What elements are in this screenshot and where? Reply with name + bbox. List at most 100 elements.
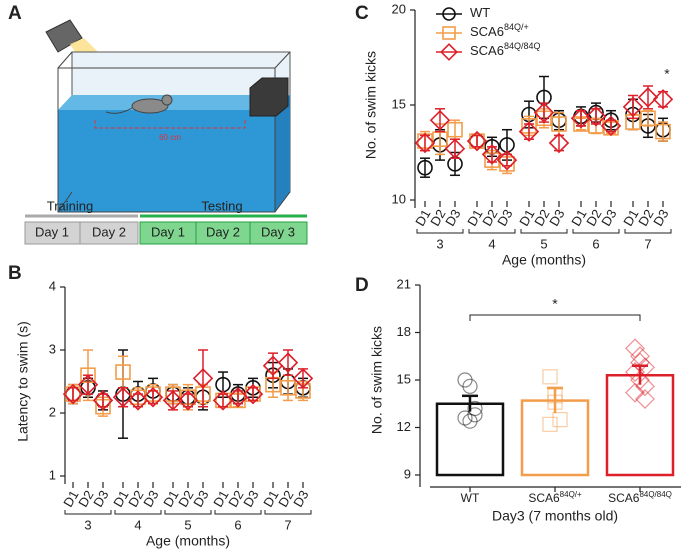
mouse-head (161, 94, 173, 106)
marker (652, 89, 674, 110)
y-axis-label: No. of swim kicks (369, 326, 385, 434)
x-tick-label: D1 (160, 488, 181, 510)
marker (585, 106, 607, 127)
x-tick-label: D2 (125, 488, 146, 510)
x-tick-label: D1 (60, 488, 81, 510)
marker (277, 352, 299, 373)
group-label: 4 (488, 236, 495, 251)
legend-superscript: 84Q/84Q (504, 41, 541, 51)
marker (444, 138, 466, 159)
marker (414, 132, 436, 154)
x-axis-label: Age (months) (502, 252, 586, 268)
marker (640, 110, 656, 127)
x-tick-label: D3 (290, 488, 311, 510)
x-tick-label: WT (461, 491, 480, 505)
x-tick-label: D2 (583, 207, 604, 229)
x-axis-label: Age (months) (146, 533, 230, 549)
category-superscript: 84Q/+ (560, 490, 582, 499)
marker (622, 96, 644, 118)
mouse-tail (105, 107, 133, 114)
marker (242, 383, 264, 405)
group-bracket (214, 510, 262, 515)
category-name: WT (461, 491, 480, 505)
legend-label: WT (470, 5, 490, 20)
marker (625, 338, 645, 359)
marker (533, 102, 555, 123)
water (58, 110, 275, 212)
y-tick-label: 10 (392, 191, 406, 206)
marker (62, 383, 84, 405)
y-tick-label: 3 (49, 341, 56, 356)
group-bracket (114, 510, 162, 515)
y-tick-label: 4 (49, 278, 56, 293)
marker (142, 387, 164, 408)
panel-a: A 60 cm Training Day 1 Day 2 Testing Day… (8, 3, 308, 245)
mouse (131, 98, 169, 114)
group-label: 6 (592, 236, 599, 251)
marker (292, 368, 314, 389)
marker (552, 411, 568, 428)
x-tick-label: D3 (442, 207, 463, 229)
marker (548, 132, 570, 154)
marker (417, 159, 433, 176)
y-tick-label: 1 (49, 467, 56, 482)
group-bracket (520, 229, 568, 234)
x-tick-label: D2 (427, 207, 448, 229)
marker (542, 416, 558, 432)
group-bracket (164, 510, 212, 515)
group-bracket (624, 229, 672, 234)
day-label: Day 1 (151, 224, 185, 239)
marker (600, 115, 622, 137)
legend-name: SCA6 (470, 24, 504, 39)
group-label: 7 (284, 517, 291, 532)
category-name: SCA6 (608, 491, 640, 505)
day-box (249, 221, 308, 245)
marker (462, 413, 478, 429)
group-label: 4 (134, 517, 141, 532)
marker (115, 364, 131, 380)
marker (447, 121, 463, 138)
panel-label: D (355, 275, 369, 296)
x-tick-label: D1 (568, 207, 589, 229)
escape-box (249, 77, 289, 117)
y-axis-label: No. of swim kicks (363, 51, 379, 159)
x-tick-label: D2 (275, 488, 296, 510)
marker (462, 378, 478, 394)
annotation: * (664, 65, 670, 81)
panel-label: C (355, 3, 369, 24)
x-tick-label: SCA684Q/+ (528, 490, 582, 506)
category-name: SCA6 (528, 491, 560, 505)
x-tick-label: D3 (190, 488, 211, 510)
panel-label: A (8, 3, 22, 24)
marker (469, 133, 485, 149)
legend-superscript: 84Q/+ (504, 22, 529, 32)
marker (518, 121, 540, 142)
legend-label: SCA684Q/84Q (470, 41, 541, 58)
x-tick-label: D2 (479, 207, 500, 229)
marker (440, 43, 458, 61)
significance-bracket (469, 314, 641, 321)
day-label: Day 2 (92, 224, 126, 239)
group-label: 3 (84, 517, 91, 532)
x-axis-label: Day3 (7 months old) (492, 508, 618, 524)
x-tick-label: D3 (598, 207, 619, 229)
legend-name: SCA6 (470, 43, 504, 58)
y-tick-label: 15 (397, 371, 411, 386)
x-tick-label: D3 (494, 207, 515, 229)
group-label: 5 (184, 517, 191, 532)
y-tick-label: 2 (49, 404, 56, 419)
group-bracket (468, 229, 516, 234)
x-tick-label: D2 (635, 207, 656, 229)
x-tick-label: D3 (650, 207, 671, 229)
x-tick-label: D1 (412, 207, 433, 229)
y-tick-label: 15 (392, 96, 406, 111)
marker (112, 387, 134, 408)
legend-name: WT (470, 5, 490, 20)
group-bracket (416, 229, 464, 234)
marker (177, 390, 199, 411)
x-tick-label: D1 (464, 207, 485, 229)
marker (442, 26, 456, 40)
x-tick-label: D3 (546, 207, 567, 229)
legend-label: SCA684Q/+ (470, 22, 529, 39)
marker (77, 374, 99, 395)
